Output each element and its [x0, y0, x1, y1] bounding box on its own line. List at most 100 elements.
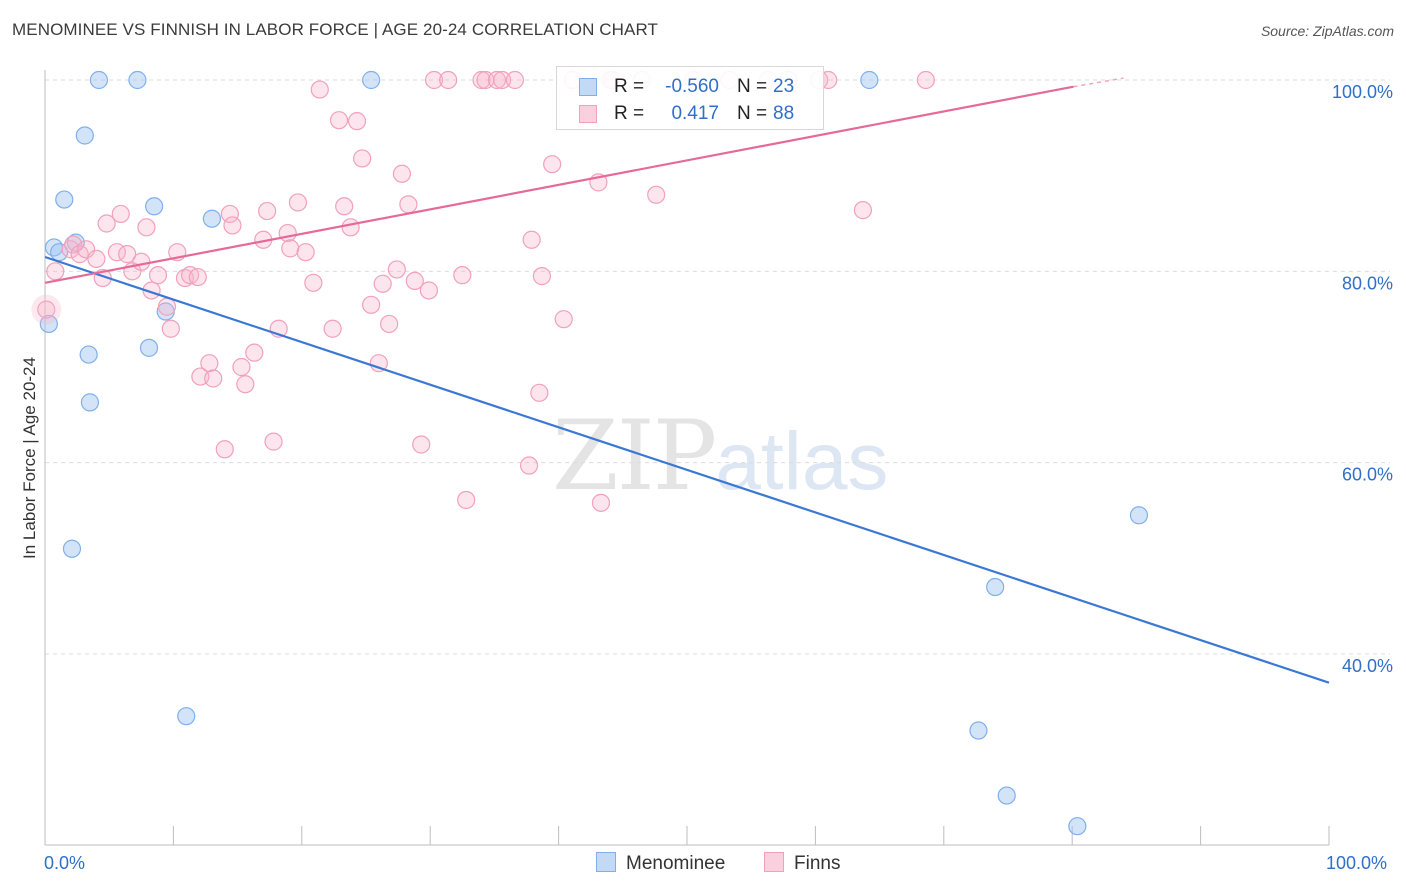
finns-point	[215, 440, 234, 459]
finns-point	[148, 266, 168, 285]
finns-point	[204, 369, 223, 388]
finns-point	[453, 266, 472, 285]
y-tick-label: 60.0%	[1342, 465, 1393, 485]
finns-point	[236, 375, 255, 394]
finns-point	[157, 297, 177, 316]
finns-point	[310, 80, 329, 99]
finns-point	[137, 218, 156, 237]
finns-point	[532, 267, 552, 286]
finns-point	[61, 240, 80, 259]
y-axis-label: In Labor Force | Age 20-24	[20, 357, 39, 559]
x-tick-min: 0.0%	[44, 853, 86, 873]
finns-point	[647, 185, 666, 204]
finns-point	[37, 300, 56, 319]
finns-point	[412, 435, 431, 454]
finns-point	[232, 357, 251, 377]
finns-point	[493, 70, 512, 90]
finns-point	[362, 295, 381, 314]
finns-point	[853, 201, 873, 220]
menominee-point	[1068, 817, 1087, 836]
finns-point	[373, 274, 392, 293]
menominee-point	[139, 338, 159, 357]
legend-menominee: Menominee	[596, 852, 725, 875]
finns-point	[347, 112, 367, 131]
finns-point	[392, 164, 412, 183]
source-label: Source: ZipAtlas.com	[1260, 23, 1394, 39]
finns-point	[457, 490, 476, 510]
n-value: 23	[773, 76, 795, 97]
menominee-trend-line	[44, 255, 1330, 684]
r-value: 0.417	[671, 103, 719, 124]
finns-point	[369, 354, 388, 373]
finns-point	[487, 70, 507, 90]
finns-point	[118, 245, 137, 264]
finns-point	[439, 70, 458, 90]
finns-point	[258, 201, 277, 221]
finns-point	[387, 260, 406, 279]
menominee-point	[362, 70, 381, 90]
legend-row-menominee: R = -0.560 N = 23	[557, 73, 823, 101]
menominee-point	[145, 197, 164, 216]
finns-point	[329, 111, 349, 130]
finns-point	[399, 195, 418, 214]
finns-point	[323, 319, 342, 338]
finns-point	[97, 214, 116, 233]
watermark: ZIPatlas	[552, 400, 888, 512]
n-label: N =	[737, 103, 768, 124]
legend-finns: Finns	[764, 852, 840, 875]
menominee-legend-label: Menominee	[626, 853, 726, 874]
finns-point	[46, 262, 65, 281]
menominee-point	[986, 577, 1005, 597]
finns-point	[341, 218, 360, 237]
finns-point	[111, 204, 130, 224]
watermark-atlas: atlas	[715, 416, 889, 507]
finns-point	[505, 70, 525, 90]
watermark-zip: ZIP	[552, 400, 717, 512]
finns-point	[161, 319, 180, 338]
finns-point	[335, 197, 354, 216]
menominee-point	[62, 539, 82, 558]
finns-point	[296, 243, 315, 262]
r-label: R =	[614, 76, 645, 97]
finns-point	[304, 273, 323, 292]
y-tick-label: 80.0%	[1342, 273, 1393, 293]
menominee-point	[128, 70, 147, 90]
finns-point	[916, 70, 935, 90]
menominee-point	[75, 126, 94, 145]
finns-point	[591, 493, 611, 512]
finns-point	[522, 230, 541, 249]
n-value: 88	[773, 103, 795, 124]
r-label: R =	[614, 103, 645, 124]
finns-point	[530, 383, 549, 402]
finns-trend-extension	[1073, 77, 1124, 88]
finns-point	[288, 193, 308, 212]
finns-point	[353, 149, 372, 168]
finns-point	[519, 456, 539, 475]
y-tick-label: 100.0%	[1332, 82, 1393, 102]
finns-point	[264, 432, 283, 451]
stats-legend: R = -0.560 N = 23 R = 0.417 N = 88	[556, 66, 824, 130]
finns-point	[419, 281, 439, 300]
finns-point	[220, 204, 239, 224]
finns-point-cluster	[31, 294, 62, 325]
menominee-point	[969, 721, 988, 740]
y-tick-label: 40.0%	[1342, 656, 1393, 676]
finns-point	[278, 223, 297, 243]
finns-point	[281, 239, 300, 258]
finns-trend-line	[44, 85, 1074, 284]
finns-point	[424, 70, 444, 90]
menominee-point	[89, 70, 109, 90]
finns-point	[380, 314, 399, 334]
finns-point	[472, 70, 491, 90]
menominee-point	[1129, 506, 1149, 525]
x-tick-max: 100.0%	[1326, 853, 1388, 873]
menominee-point	[860, 70, 879, 90]
finns-point	[132, 252, 151, 271]
menominee-point	[79, 345, 98, 364]
finns-point	[188, 267, 207, 287]
n-label: N =	[737, 76, 768, 97]
finns-point	[200, 354, 219, 373]
menominee-point	[39, 314, 58, 334]
legend-row-finns: R = 0.417 N = 88	[557, 100, 823, 128]
